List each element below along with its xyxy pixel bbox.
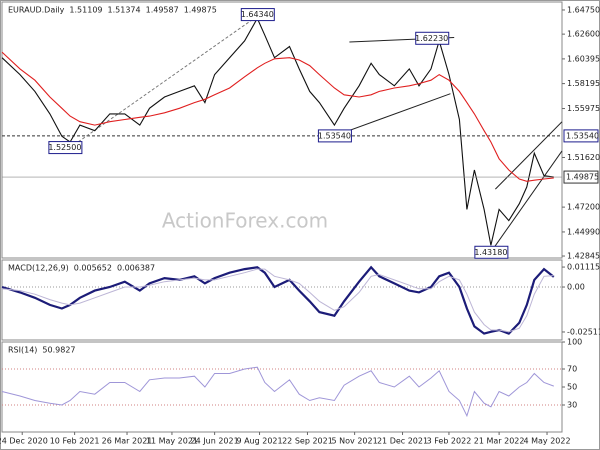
panel <box>1 1 563 259</box>
price-box <box>563 170 599 184</box>
y-tick-label: 1.58195 <box>567 79 600 88</box>
ohlc-value: 1.51374 <box>108 6 141 15</box>
trendline <box>334 93 451 137</box>
series-line <box>1 51 554 182</box>
x-tick-label: 24 Dec 2020 <box>0 437 48 446</box>
y-tick-label: 1.47200 <box>567 203 600 212</box>
x-tick-label: 4 May 2022 <box>523 437 570 446</box>
x-tick-label: 11 May 2021 <box>146 437 198 446</box>
annotation-box <box>317 129 352 143</box>
indicator-name: MACD(12,26,9) <box>8 264 69 273</box>
trendline <box>495 121 563 190</box>
y-tick-label: 1.51620 <box>567 153 600 162</box>
x-tick-label: 21 Mar 2022 <box>474 437 525 446</box>
panel <box>1 259 563 341</box>
trendline <box>69 14 260 148</box>
x-tick-label: 26 Mar 2021 <box>102 437 153 446</box>
x-tick-label: 9 Aug 2021 <box>236 437 282 446</box>
series-line <box>1 17 554 246</box>
x-tick-label: 22 Sep 2021 <box>282 437 333 446</box>
annotation: 1.52500 <box>48 143 81 152</box>
x-tick-label: 5 Nov 2021 <box>332 437 378 446</box>
y-tick-label: 1.55975 <box>567 104 600 113</box>
price-box <box>563 129 599 143</box>
series-line <box>1 265 555 335</box>
price-label: 1.53540 <box>566 131 599 140</box>
y-tick-label: 1.64750 <box>567 5 600 14</box>
y-tick-label: 1.62600 <box>567 30 600 39</box>
y-tick-label: 100 <box>567 338 582 347</box>
indicator-value: 0.005652 <box>74 264 112 273</box>
ohlc-value: 1.49587 <box>146 6 179 15</box>
series-line <box>1 268 554 333</box>
indicator-name: RSI(14) <box>8 346 37 355</box>
y-tick-label: 50 <box>567 383 577 392</box>
y-tick-label: -0.025117 <box>567 327 600 336</box>
y-tick-label: 0.011156 <box>567 263 600 272</box>
y-tick-label: 30 <box>567 401 577 410</box>
y-tick-label: 70 <box>567 365 577 374</box>
x-tick-label: 24 Jun 2021 <box>191 437 239 446</box>
annotation: 1.62230 <box>415 34 448 43</box>
indicator-value: 0.006387 <box>117 264 155 273</box>
annotation: 1.53540 <box>318 131 351 140</box>
symbol: EURAUD.Daily <box>8 6 65 15</box>
price-label: 1.49875 <box>566 173 599 182</box>
annotation-box <box>415 31 450 45</box>
annotation: 1.64340 <box>241 10 274 19</box>
annotation-box <box>474 245 509 259</box>
y-tick-label: 1.42845 <box>567 252 600 261</box>
watermark: ActionForex.com <box>162 209 328 233</box>
ohlc-value: 1.49875 <box>184 6 217 15</box>
x-tick-label: 3 Feb 2022 <box>427 437 472 446</box>
y-tick-label: 0.00 <box>567 283 585 292</box>
series-line <box>1 366 554 418</box>
annotation: 1.43180 <box>474 248 507 257</box>
trendline <box>490 150 563 253</box>
x-tick-label: 21 Dec 2021 <box>377 437 428 446</box>
indicator-value: 50.9827 <box>42 346 75 355</box>
annotation-box <box>240 8 275 22</box>
x-tick-label: 10 Feb 2021 <box>50 437 100 446</box>
y-tick-label: 1.60395 <box>567 54 600 63</box>
ohlc-value: 1.51109 <box>69 6 102 15</box>
annotation-box <box>48 141 83 155</box>
y-tick-label: 1.44990 <box>567 227 600 236</box>
